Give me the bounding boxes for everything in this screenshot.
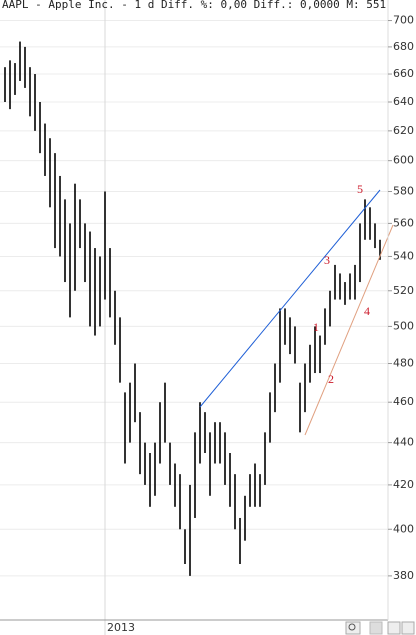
- y-tick-label: 420: [393, 478, 414, 491]
- y-tick-label: 620: [393, 124, 414, 137]
- price-bars: [4, 41, 381, 576]
- scroll-right-button[interactable]: [401, 621, 415, 635]
- y-tick-label: 520: [393, 284, 414, 297]
- wave-label: 5: [357, 182, 363, 196]
- grid: [0, 0, 388, 635]
- zoom-icon: [348, 623, 356, 631]
- y-tick-label: 660: [393, 67, 414, 80]
- scroll-left-button[interactable]: [387, 621, 401, 635]
- y-tick-label: 700: [393, 14, 414, 27]
- y-tick-label: 400: [393, 522, 414, 535]
- y-tick-label: 640: [393, 95, 414, 108]
- upper-trendline: [199, 189, 381, 408]
- y-tick-label: 600: [393, 154, 414, 167]
- wave-label: 1: [313, 320, 319, 334]
- y-tick-label: 380: [393, 569, 414, 582]
- y-tick-label: 460: [393, 395, 414, 408]
- y-tick-label: 580: [393, 184, 414, 197]
- wave-labels: 1 2 3 4 5: [313, 182, 370, 386]
- y-tick-label: 560: [393, 216, 414, 229]
- wave-label: 3: [324, 253, 330, 267]
- y-tick-label: 680: [393, 40, 414, 53]
- lower-trendline: [304, 224, 394, 436]
- wave-label: 2: [328, 372, 334, 386]
- y-axis: 380 400 420 440 460 480 500 520 540 560 580 600 620 6…: [388, 14, 414, 582]
- wave-label: 4: [364, 304, 370, 318]
- y-tick-label: 480: [393, 357, 414, 370]
- scroll-controls[interactable]: [345, 621, 415, 635]
- y-tick-label: 440: [393, 436, 414, 449]
- x-tick-label: 2013: [107, 621, 135, 634]
- chart-title: AAPL - Apple Inc. - 1 d Diff. %: 0,00 Di…: [2, 0, 416, 11]
- y-tick-label: 500: [393, 319, 414, 332]
- y-tick-label: 540: [393, 249, 414, 262]
- x-axis: 2013: [107, 621, 135, 634]
- save-button[interactable]: [369, 621, 383, 635]
